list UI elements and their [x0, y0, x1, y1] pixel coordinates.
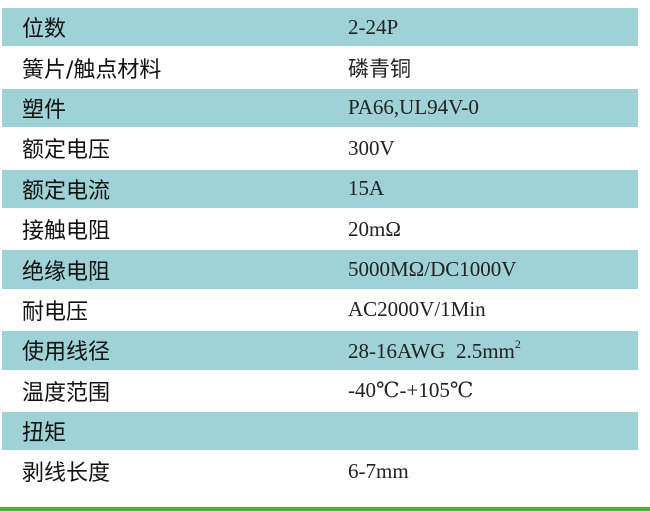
spec-label: 使用线径 — [22, 340, 111, 366]
spec-value: 20mΩ — [348, 217, 401, 242]
spec-label: 塑件 — [22, 97, 67, 123]
table-row: 塑件 PA66,UL94V-0 — [2, 88, 638, 128]
spec-value: PA66,UL94V-0 — [348, 95, 479, 120]
spec-label: 接触电阻 — [22, 219, 111, 245]
spec-value: 2-24P — [348, 15, 398, 40]
table-row: 扭矩 — [2, 411, 638, 451]
table-row: 额定电流 15A — [2, 169, 638, 208]
spec-value-text: AC2000V/1Min — [348, 297, 486, 322]
spec-value: 5000MΩ/DC1000V — [348, 257, 516, 282]
spec-value: 15A — [348, 176, 384, 201]
spec-value-text: PA66,UL94V-0 — [348, 95, 479, 120]
spec-value-text: 300V — [348, 135, 395, 160]
spec-label: 位数 — [22, 17, 67, 43]
spec-value-text: 6-7mm — [348, 458, 409, 483]
spec-value-text: 磷青铜 — [348, 56, 411, 81]
table-row: 簧片/触点材料 磷青铜 — [2, 48, 638, 86]
spec-value-text: 15A — [348, 176, 385, 201]
spec-label: 额定电流 — [22, 178, 111, 204]
table-row: 绝缘电阻 5000MΩ/DC1000V — [2, 250, 638, 289]
spec-value: 磷青铜 — [348, 53, 411, 83]
spec-label: 剥线长度 — [22, 461, 111, 487]
spec-value-superscript: 2 — [514, 336, 521, 351]
table-row: 剥线长度 6-7mm — [2, 452, 638, 490]
spec-table: 位数 2-24P 簧片/触点材料 磷青铜 塑件 PA66,UL94V-0 额定电压 300V 额… — [2, 8, 638, 493]
spec-value: 28-16AWG 2.5mm2 — [348, 337, 521, 364]
table-row: 温度范围 -40℃-+105℃ — [2, 372, 638, 410]
spec-label: 额定电压 — [22, 138, 111, 164]
table-row: 额定电压 300V — [2, 129, 638, 167]
spec-value-text: 2-24P — [348, 14, 399, 39]
table-row: 耐电压 AC2000V/1Min — [2, 291, 638, 329]
spec-value-text: 20mΩ — [348, 216, 401, 241]
spec-label: 簧片/触点材料 — [22, 57, 162, 83]
table-row: 位数 2-24P — [2, 8, 638, 47]
spec-label: 扭矩 — [22, 421, 67, 447]
spec-value: -40℃-+105℃ — [348, 378, 473, 403]
table-row: 使用线径 28-16AWG 2.5mm2 — [2, 331, 638, 370]
spec-label: 绝缘电阻 — [22, 259, 111, 285]
spec-value-text: 28-16AWG 2.5mm — [348, 338, 515, 363]
spec-value: 300V — [348, 136, 395, 161]
spec-label: 耐电压 — [22, 299, 89, 325]
spec-value: 6-7mm — [348, 459, 409, 484]
spec-value-text: -40℃-+105℃ — [348, 378, 474, 403]
spec-value-text: 5000MΩ/DC1000V — [348, 257, 517, 282]
spec-value: AC2000V/1Min — [348, 297, 486, 322]
spec-label: 温度范围 — [22, 380, 111, 406]
table-row: 接触电阻 20mΩ — [2, 210, 638, 248]
bottom-divider — [0, 507, 650, 511]
